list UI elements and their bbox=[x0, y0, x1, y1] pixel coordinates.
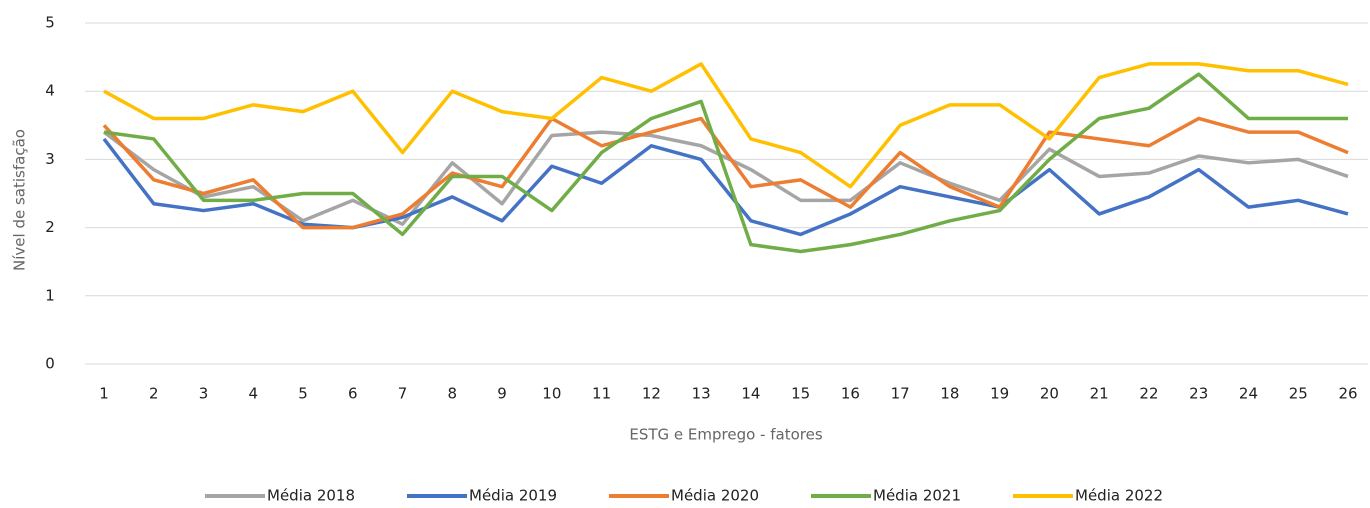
x-tick-label: 7 bbox=[398, 385, 408, 403]
legend-label: Média 2019 bbox=[469, 487, 557, 505]
x-tick-label: 5 bbox=[298, 385, 308, 403]
x-tick-label: 2 bbox=[149, 385, 159, 403]
y-tick-label: 0 bbox=[45, 355, 55, 373]
legend-label: Média 2020 bbox=[671, 487, 759, 505]
x-tick-label: 19 bbox=[990, 385, 1009, 403]
x-tick-label: 16 bbox=[841, 385, 860, 403]
x-tick-label: 4 bbox=[249, 385, 259, 403]
x-tick-label: 10 bbox=[542, 385, 561, 403]
x-tick-label: 17 bbox=[891, 385, 910, 403]
x-tick-label: 20 bbox=[1040, 385, 1059, 403]
x-axis-label: ESTG e Emprego - fatores bbox=[629, 426, 822, 444]
x-tick-label: 22 bbox=[1139, 385, 1158, 403]
x-tick-label: 18 bbox=[940, 385, 959, 403]
x-tick-label: 1 bbox=[99, 385, 109, 403]
x-tick-label: 9 bbox=[497, 385, 507, 403]
x-tick-label: 26 bbox=[1338, 385, 1357, 403]
legend-label: Média 2022 bbox=[1075, 487, 1163, 505]
legend-label: Média 2021 bbox=[873, 487, 961, 505]
x-tick-label: 11 bbox=[592, 385, 611, 403]
legend-label: Média 2018 bbox=[267, 487, 355, 505]
x-tick-label: 3 bbox=[199, 385, 209, 403]
series-line bbox=[103, 62, 1349, 189]
x-tick-label: 14 bbox=[741, 385, 760, 403]
x-tick-label: 6 bbox=[348, 385, 358, 403]
series-line bbox=[102, 130, 1349, 226]
x-tick-label: 23 bbox=[1189, 385, 1208, 403]
y-tick-label: 3 bbox=[45, 150, 55, 168]
series-line bbox=[103, 72, 1348, 254]
x-tick-label: 8 bbox=[448, 385, 458, 403]
series-line bbox=[102, 116, 1349, 230]
x-tick-label: 24 bbox=[1239, 385, 1258, 403]
y-tick-label: 2 bbox=[45, 218, 55, 236]
series-line bbox=[102, 137, 1349, 237]
x-tick-label: 21 bbox=[1090, 385, 1109, 403]
y-tick-label: 4 bbox=[45, 82, 55, 100]
y-axis-label: Nível de satisfação bbox=[11, 129, 29, 271]
x-tick-label: 13 bbox=[692, 385, 711, 403]
x-tick-label: 15 bbox=[791, 385, 810, 403]
y-tick-label: 1 bbox=[45, 286, 55, 304]
y-tick-label: 5 bbox=[45, 14, 55, 32]
x-tick-label: 25 bbox=[1289, 385, 1308, 403]
x-tick-label: 12 bbox=[642, 385, 661, 403]
